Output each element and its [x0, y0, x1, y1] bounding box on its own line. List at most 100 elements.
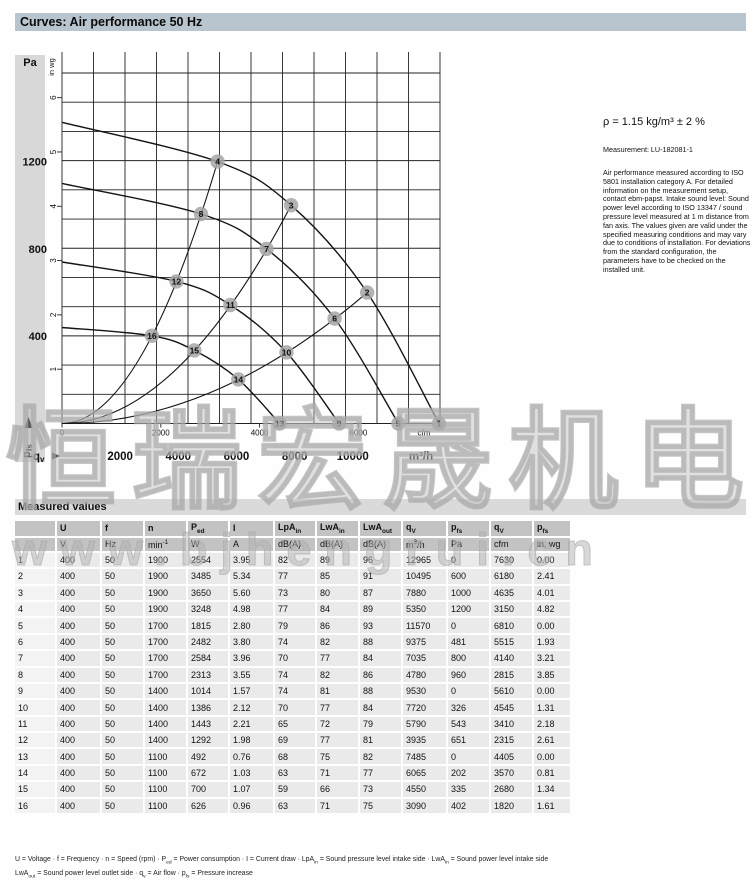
table-cell: 10495	[403, 569, 446, 584]
operating-point-4: 4	[210, 154, 225, 169]
column-header: LwAout	[360, 521, 401, 536]
svg-text:3: 3	[289, 200, 294, 210]
table-cell: 3650	[188, 585, 228, 600]
table-cell: 1.57	[230, 683, 273, 699]
svg-text:6000: 6000	[350, 429, 368, 438]
svg-text:800: 800	[29, 244, 47, 256]
svg-text:cfm: cfm	[418, 429, 431, 438]
table-cell: 3570	[491, 765, 532, 781]
table-cell: 651	[448, 733, 489, 748]
table-cell: 4635	[491, 585, 532, 600]
table-cell: 68	[275, 749, 315, 764]
table-cell: 88	[360, 683, 401, 699]
table-cell: 4140	[491, 651, 532, 666]
table-row: 14 400 50 1100 672 1.03 63 71 77 6065 202 3570 0.81	[15, 765, 570, 781]
svg-text:16: 16	[147, 331, 157, 341]
column-header: I	[230, 521, 273, 536]
row-number: 2	[15, 569, 55, 584]
table-cell: 3410	[491, 716, 532, 732]
table-cell: 4.98	[230, 601, 273, 617]
table-cell: 89	[317, 552, 358, 568]
table-row: 15 400 50 1100 700 1.07 59 66 73 4550 335 2680 1.34	[15, 782, 570, 797]
column-unit: A	[230, 537, 273, 551]
table-cell: 82	[275, 552, 315, 568]
operating-point-1: 1	[431, 416, 447, 431]
table-cell: 50	[102, 782, 143, 797]
column-unit: W	[188, 537, 228, 551]
svg-text:5: 5	[49, 149, 58, 154]
operating-point-10: 10	[279, 345, 294, 360]
svg-text:6000: 6000	[224, 451, 250, 463]
table-cell: 400	[57, 700, 100, 715]
table-row: 5 400 50 1700 1815 2.80 79 86 93 11570 0 6810 0.00	[15, 618, 570, 633]
table-row: 8 400 50 1700 2313 3.55 74 82 86 4780 960 2815 3.85	[15, 667, 570, 682]
table-cell: 2.12	[230, 700, 273, 715]
table-row: 9 400 50 1400 1014 1.57 74 81 88 9530 0 5610 0.00	[15, 683, 570, 699]
table-cell: 5790	[403, 716, 446, 732]
table-cell: 50	[102, 667, 143, 682]
column-unit: cfm	[491, 537, 532, 551]
measured-values-header: Measured values	[15, 499, 746, 515]
column-header: Ped	[188, 521, 228, 536]
table-cell: 2.18	[534, 716, 570, 732]
table-cell: 77	[275, 601, 315, 617]
table-cell: 84	[360, 700, 401, 715]
table-cell: 3.85	[534, 667, 570, 682]
table-cell: 1400	[145, 733, 186, 748]
table-cell: 1700	[145, 651, 186, 666]
table-cell: 3485	[188, 569, 228, 584]
table-cell: 400	[57, 601, 100, 617]
table-cell: 1400	[145, 700, 186, 715]
column-header: qV	[403, 521, 446, 536]
legend-line-2: LwAout = Sound power level outlet side ·…	[15, 870, 253, 880]
table-row: 11 400 50 1400 1443 2.21 65 72 79 5790 543 3410 2.18	[15, 716, 570, 732]
svg-text:11: 11	[226, 300, 235, 310]
table-cell: 0.00	[534, 749, 570, 764]
table-cell: 6810	[491, 618, 532, 633]
operating-point-9: 9	[331, 416, 347, 431]
svg-text:4: 4	[215, 157, 220, 167]
table-cell: 5350	[403, 601, 446, 617]
table-cell: 800	[448, 651, 489, 666]
table-cell: 50	[102, 733, 143, 748]
table-cell: 82	[360, 749, 401, 764]
row-number: 8	[15, 667, 55, 682]
column-unit: dB(A)	[360, 537, 401, 551]
table-cell: 2.80	[230, 618, 273, 633]
table-cell: 65	[275, 716, 315, 732]
row-number: 13	[15, 749, 55, 764]
table-cell: 335	[448, 782, 489, 797]
column-unit: dB(A)	[317, 537, 358, 551]
table-cell: 1.07	[230, 782, 273, 797]
table-cell: 3090	[403, 798, 446, 814]
table-row: 4 400 50 1900 3248 4.98 77 84 89 5350 1200 3150 4.82	[15, 601, 570, 617]
air-density-value: ρ = 1.15 kg/m³ ± 2 %	[603, 116, 705, 128]
operating-point-13: 13	[272, 416, 287, 431]
table-cell: 7720	[403, 700, 446, 715]
table-cell: 1.34	[534, 782, 570, 797]
table-cell: 400	[57, 683, 100, 699]
table-cell: 1.03	[230, 765, 273, 781]
table-cell: 2313	[188, 667, 228, 682]
table-cell: 93	[360, 618, 401, 633]
table-cell: 86	[317, 618, 358, 633]
table-cell: 50	[102, 716, 143, 732]
table-cell: 80	[317, 585, 358, 600]
table-cell: 2554	[188, 552, 228, 568]
table-cell: 9530	[403, 683, 446, 699]
table-cell: 74	[275, 667, 315, 682]
table-cell: 2.41	[534, 569, 570, 584]
table-cell: 1200	[448, 601, 489, 617]
table-cell: 1400	[145, 716, 186, 732]
svg-text:8000: 8000	[282, 451, 308, 463]
table-row: 2 400 50 1900 3485 5.34 77 85 91 10495 600 6180 2.41	[15, 569, 570, 584]
table-cell: 5.60	[230, 585, 273, 600]
row-number: 3	[15, 585, 55, 600]
table-cell: 12965	[403, 552, 446, 568]
row-number: 14	[15, 765, 55, 781]
table-cell: 700	[188, 782, 228, 797]
table-cell: 81	[317, 683, 358, 699]
table-cell: 69	[275, 733, 315, 748]
table-cell: 3.55	[230, 667, 273, 682]
